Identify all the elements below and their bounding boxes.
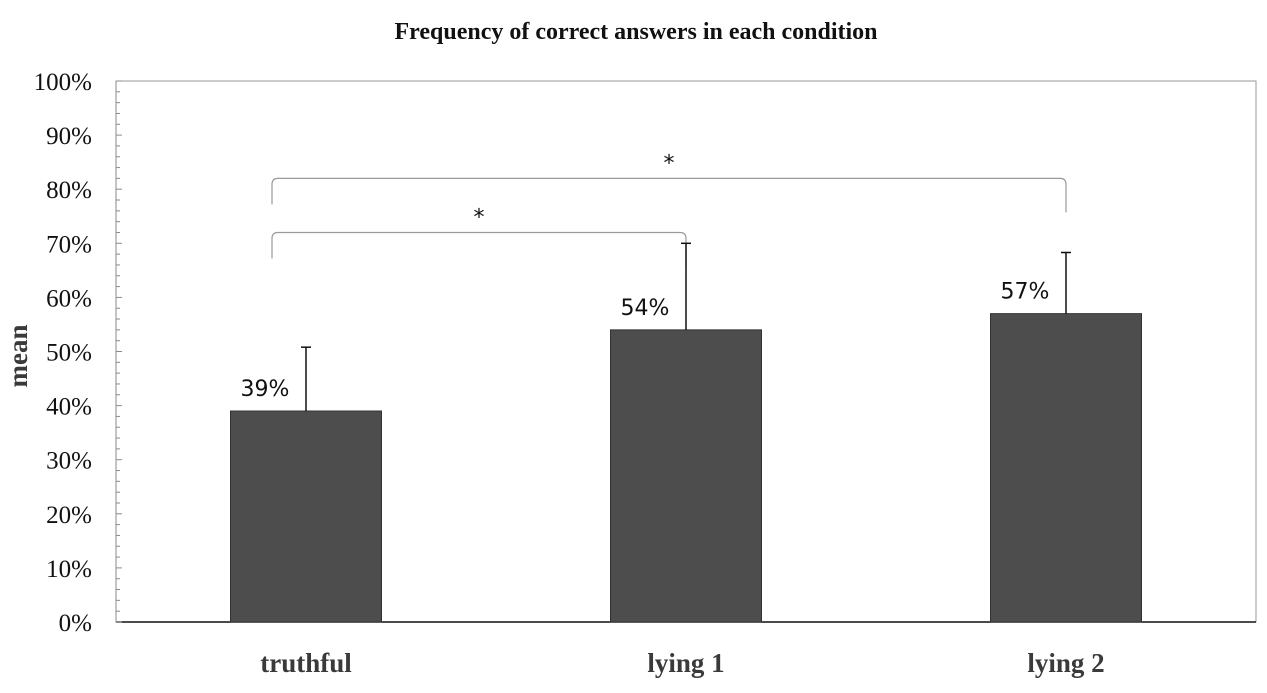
y-tick-label: 20% <box>46 502 92 529</box>
y-tick-label: 40% <box>46 394 92 421</box>
bar <box>610 329 762 623</box>
data-label: 57% <box>1001 280 1050 305</box>
chart-title: Frequency of correct answers in each con… <box>394 19 877 45</box>
significance-bracket <box>271 231 687 267</box>
significance-label: * <box>664 151 675 176</box>
data-label: 54% <box>621 296 670 321</box>
x-tick-label: lying 1 <box>647 648 724 678</box>
bar <box>230 410 382 623</box>
significance-bracket <box>271 177 1067 213</box>
y-tick-label: 50% <box>46 340 92 367</box>
data-label: 39% <box>241 377 290 402</box>
y-tick-label: 100% <box>34 69 92 96</box>
y-tick-label: 90% <box>46 123 92 150</box>
y-tick-label: 80% <box>46 177 92 204</box>
x-tick-label: truthful <box>260 648 352 678</box>
significance-label: * <box>474 205 485 230</box>
y-tick-label: 70% <box>46 231 92 258</box>
x-tick-label: lying 2 <box>1027 648 1104 678</box>
y-tick-label: 0% <box>59 610 92 637</box>
y-tick-label: 30% <box>46 448 92 475</box>
y-axis-label: mean <box>3 325 33 388</box>
y-tick-label: 10% <box>46 556 92 583</box>
y-tick-label: 60% <box>46 285 92 312</box>
bar <box>990 313 1142 623</box>
